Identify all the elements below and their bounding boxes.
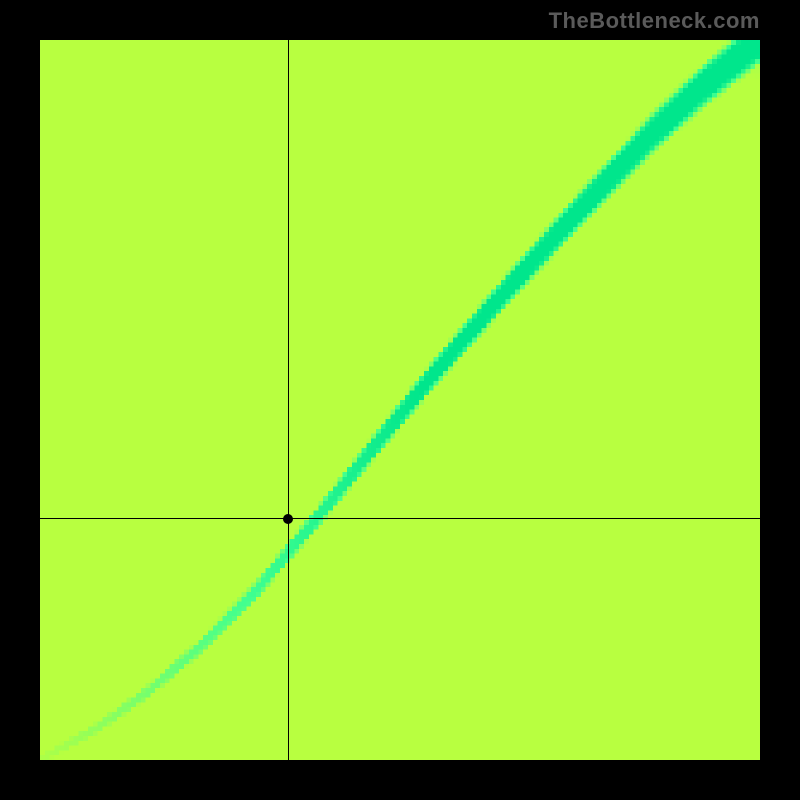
crosshair-marker: [283, 514, 293, 524]
crosshair-horizontal: [40, 518, 760, 519]
crosshair-vertical: [288, 40, 289, 760]
watermark-text: TheBottleneck.com: [549, 8, 760, 34]
heatmap-canvas: [40, 40, 760, 760]
heatmap-plot: [40, 40, 760, 760]
